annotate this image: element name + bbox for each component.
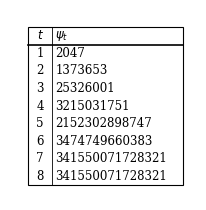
Text: 2152302898747: 2152302898747 xyxy=(55,117,152,130)
Text: 25326001: 25326001 xyxy=(55,82,115,95)
Text: 1: 1 xyxy=(36,47,44,60)
Text: 3474749660383: 3474749660383 xyxy=(55,135,153,148)
Text: 6: 6 xyxy=(36,135,44,148)
Text: 7: 7 xyxy=(36,152,44,165)
Text: 1373653: 1373653 xyxy=(55,64,108,77)
Text: 2: 2 xyxy=(36,64,44,77)
Text: 341550071728321: 341550071728321 xyxy=(55,152,167,165)
Text: 4: 4 xyxy=(36,100,44,113)
Text: 5: 5 xyxy=(36,117,44,130)
Text: 3215031751: 3215031751 xyxy=(55,100,130,113)
Text: 8: 8 xyxy=(36,170,44,183)
Text: $\psi_t$: $\psi_t$ xyxy=(55,29,69,43)
Text: 341550071728321: 341550071728321 xyxy=(55,170,167,183)
Text: $t$: $t$ xyxy=(37,29,44,42)
Text: 2047: 2047 xyxy=(55,47,85,60)
Text: 3: 3 xyxy=(36,82,44,95)
